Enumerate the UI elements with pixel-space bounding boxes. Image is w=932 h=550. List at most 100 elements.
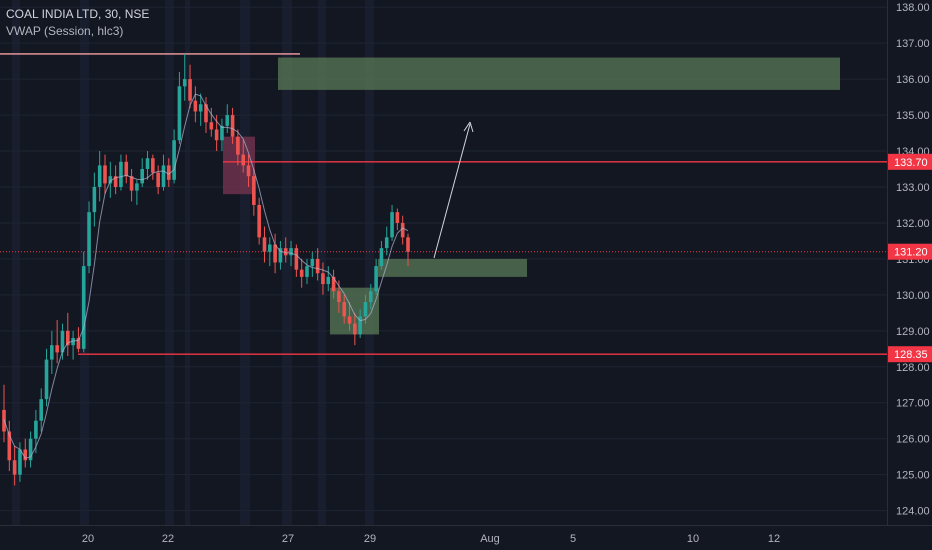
candle[interactable] <box>124 161 129 177</box>
candle[interactable] <box>87 212 91 267</box>
candle[interactable] <box>28 438 33 461</box>
candle[interactable] <box>193 100 198 112</box>
candle[interactable] <box>294 248 299 270</box>
price-label-text: 133.70 <box>894 157 928 169</box>
time-tick-label: Aug <box>480 533 500 545</box>
candle[interactable] <box>299 269 304 277</box>
candle[interactable] <box>252 176 256 205</box>
candle[interactable] <box>188 79 192 101</box>
candle[interactable] <box>326 276 331 285</box>
candle[interactable] <box>92 186 97 213</box>
candle[interactable] <box>353 323 357 335</box>
candle[interactable] <box>119 161 123 187</box>
time-tick-label: 5 <box>570 533 576 545</box>
candle[interactable] <box>198 104 203 112</box>
candle[interactable] <box>278 248 283 263</box>
candle[interactable] <box>400 222 405 238</box>
candle[interactable] <box>39 399 44 421</box>
candle[interactable] <box>23 449 28 461</box>
candle[interactable] <box>129 176 134 191</box>
arrow-head <box>463 121 474 133</box>
candle[interactable] <box>379 248 384 267</box>
price-tick-label: 127.00 <box>896 398 930 410</box>
candle[interactable] <box>172 140 176 180</box>
candle[interactable] <box>331 276 336 292</box>
candle[interactable] <box>225 115 230 126</box>
candle[interactable] <box>50 345 54 360</box>
candle[interactable] <box>65 330 70 346</box>
candle[interactable] <box>236 136 240 155</box>
candle[interactable] <box>113 176 118 187</box>
candle[interactable] <box>135 183 139 191</box>
time-tick-label: 29 <box>364 533 376 545</box>
candle[interactable] <box>103 165 107 184</box>
candle[interactable] <box>262 237 267 252</box>
candle[interactable] <box>177 86 182 141</box>
candle[interactable] <box>257 204 261 238</box>
candle[interactable] <box>76 338 81 349</box>
price-label-box <box>888 153 932 170</box>
candle[interactable] <box>342 302 347 317</box>
candle[interactable] <box>18 449 22 475</box>
candle[interactable] <box>220 125 224 141</box>
candle[interactable] <box>368 291 373 303</box>
price-tick-label: 128.00 <box>896 362 930 374</box>
candle[interactable] <box>7 431 12 461</box>
candle[interactable] <box>151 158 155 173</box>
candle[interactable] <box>161 165 166 187</box>
candle[interactable] <box>246 165 251 177</box>
candle[interactable] <box>363 302 368 317</box>
candle[interactable] <box>337 291 341 303</box>
candle[interactable] <box>315 258 320 274</box>
candle[interactable] <box>390 212 394 238</box>
candle[interactable] <box>230 115 235 137</box>
candle[interactable] <box>267 244 272 252</box>
candle[interactable] <box>145 158 150 170</box>
candle[interactable] <box>209 122 214 130</box>
candle[interactable] <box>406 237 410 252</box>
candle[interactable] <box>44 359 49 400</box>
price-axis[interactable] <box>887 0 932 550</box>
candle[interactable] <box>305 266 309 277</box>
candle[interactable] <box>55 345 59 353</box>
vwap-indicator-label[interactable]: VWAP (Session, hlc3) <box>6 24 124 38</box>
symbol-title[interactable]: COAL INDIA LTD, 30, NSE <box>6 7 150 21</box>
candle[interactable] <box>204 104 208 123</box>
candle[interactable] <box>60 330 65 353</box>
session-band <box>165 0 174 525</box>
candle[interactable] <box>71 338 75 346</box>
candle[interactable] <box>12 460 17 475</box>
candle[interactable] <box>321 273 325 285</box>
candle[interactable] <box>310 258 315 267</box>
candle[interactable] <box>214 129 219 141</box>
candle[interactable] <box>384 237 389 249</box>
candle[interactable] <box>395 212 400 223</box>
candle[interactable] <box>140 169 145 184</box>
candle[interactable] <box>374 266 378 292</box>
candle[interactable] <box>347 316 352 324</box>
price-tick-label: 126.00 <box>896 434 930 446</box>
candle[interactable] <box>273 244 277 263</box>
supply-zone-top[interactable] <box>278 57 840 90</box>
session-band <box>80 0 89 525</box>
candle[interactable] <box>283 248 288 256</box>
price-label-box <box>888 346 932 363</box>
session-band <box>12 0 20 525</box>
candle[interactable] <box>34 420 38 439</box>
candle[interactable] <box>108 176 113 184</box>
candle[interactable] <box>97 165 102 187</box>
candle[interactable] <box>241 154 246 166</box>
projection-arrow[interactable] <box>433 123 471 259</box>
candle[interactable] <box>81 266 86 349</box>
demand-zone-entry[interactable] <box>378 258 527 277</box>
candle[interactable] <box>156 172 160 187</box>
session-band <box>185 0 190 525</box>
price-label-text: 131.20 <box>894 247 928 259</box>
candle[interactable] <box>166 165 171 180</box>
candle[interactable] <box>182 79 187 87</box>
chart-legend: COAL INDIA LTD, 30, NSE VWAP (Session, h… <box>6 6 149 40</box>
candle[interactable] <box>358 316 362 335</box>
candle[interactable] <box>289 248 293 256</box>
